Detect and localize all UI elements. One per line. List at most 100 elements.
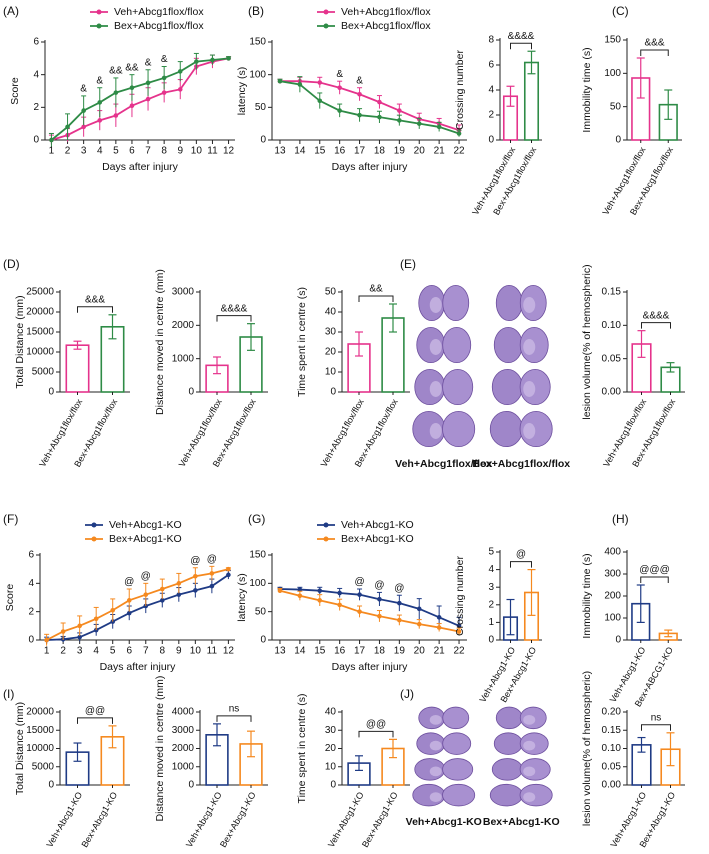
y-tick-label: 40 — [325, 707, 337, 718]
point — [77, 623, 82, 629]
legend-marker — [91, 522, 97, 528]
series-line — [50, 57, 229, 141]
panel-label: (H) — [612, 512, 629, 526]
y-tick-label: 0 — [260, 135, 266, 146]
legend-label: Veh+Abcg1-KO — [109, 519, 182, 531]
y-tick-label: 2 — [488, 110, 494, 121]
series-line — [51, 57, 229, 141]
point — [210, 57, 215, 63]
brain-section — [442, 284, 470, 322]
y-tick-label: 150 — [249, 550, 266, 561]
point — [456, 623, 462, 629]
brain-section — [491, 758, 523, 781]
significance-bracket — [510, 42, 532, 50]
y-tick-label: 4 — [488, 85, 494, 96]
x-tick-label: 2 — [65, 146, 71, 157]
category-label: Veh+Abcg1-KO — [44, 790, 84, 849]
point — [377, 613, 382, 619]
legend-marker — [323, 522, 329, 528]
point — [397, 118, 402, 123]
x-tick-label: 17 — [354, 146, 366, 157]
series-line — [46, 568, 229, 641]
point — [159, 598, 165, 603]
x-tick-label: 1 — [44, 646, 50, 657]
series-line — [279, 80, 460, 135]
point — [277, 78, 283, 84]
significance-bracket — [641, 724, 671, 731]
legend-marker — [96, 23, 102, 29]
significance-label: &&&& — [221, 303, 248, 314]
x-tick-label: 19 — [394, 146, 406, 157]
y-tick-label: 30 — [325, 327, 337, 338]
y-tick-label: 0 — [48, 780, 54, 791]
x-tick-label: 4 — [97, 146, 103, 157]
y-axis-label: Immobility time (s) — [581, 47, 593, 132]
point — [143, 592, 149, 597]
y-tick-label: 100 — [249, 69, 266, 80]
significance-label: && — [369, 284, 383, 295]
y-tick-label: 0 — [188, 387, 194, 398]
y-axis-label: Crossing number — [454, 50, 466, 130]
legend-marker — [91, 536, 97, 542]
y-tick-label: 10 — [325, 761, 337, 772]
point — [377, 114, 382, 120]
brain-section — [495, 284, 523, 322]
brain-detail — [429, 381, 442, 397]
y-axis-label: Immobility time (s) — [581, 553, 593, 638]
y-tick-label: 0 — [488, 135, 494, 146]
point — [357, 91, 362, 97]
y-tick-label: 6 — [28, 550, 34, 561]
x-tick-label: 12 — [223, 146, 235, 157]
y-tick-label: 4 — [488, 564, 494, 575]
x-axis-label: Days after injury — [332, 661, 409, 673]
x-tick-label: 10 — [190, 646, 202, 657]
legend-marker — [323, 23, 329, 29]
point — [377, 596, 382, 602]
y-tick-label: 100 — [249, 578, 266, 589]
significance-label: &&& — [85, 294, 105, 305]
significance-label: &&& — [644, 38, 664, 49]
annotation: & — [96, 75, 103, 86]
y-tick-label: 3 — [488, 582, 494, 593]
legend-marker — [323, 536, 329, 542]
y-tick-label: 0.05 — [602, 353, 622, 364]
category-label: Veh+Abcg1-KO — [184, 790, 224, 849]
point — [176, 581, 182, 586]
panel-label: (A) — [3, 4, 19, 18]
brain-section — [493, 326, 523, 364]
y-tick-label: 100 — [604, 613, 621, 624]
point — [397, 600, 402, 606]
annotation: & — [336, 69, 343, 80]
x-tick-label: 22 — [453, 646, 465, 657]
significance-bracket — [640, 49, 669, 56]
y-tick-label: 100 — [604, 68, 621, 79]
brain-section — [489, 410, 523, 448]
x-tick-label: 14 — [294, 646, 306, 657]
point — [337, 602, 342, 608]
significance-bracket — [358, 730, 394, 738]
x-tick-label: 2 — [60, 646, 66, 657]
x-tick-label: 13 — [274, 146, 286, 157]
x-tick-label: 4 — [93, 646, 99, 657]
y-tick-label: 0 — [33, 135, 39, 146]
point — [297, 587, 303, 592]
legend-label: Bex+Abcg1flox/flox — [114, 20, 204, 32]
point — [129, 103, 135, 108]
brain-detail — [429, 297, 442, 313]
brain-section — [442, 758, 474, 781]
x-tick-label: 7 — [145, 146, 151, 157]
significance-bracket — [216, 715, 252, 722]
brain-section — [442, 732, 472, 755]
y-tick-label: 50 — [255, 102, 267, 113]
brain-detail — [429, 740, 442, 751]
annotation: @ — [207, 554, 217, 565]
x-tick-label: 6 — [129, 146, 135, 157]
y-tick-label: 50 — [325, 287, 337, 298]
y-tick-label: 6 — [33, 37, 39, 48]
y-tick-label: 4 — [28, 578, 34, 589]
y-tick-label: 0 — [488, 635, 494, 646]
point — [397, 108, 402, 113]
y-tick-label: 2 — [33, 102, 39, 113]
image-label: Veh+Abcg1-KO — [406, 816, 482, 828]
